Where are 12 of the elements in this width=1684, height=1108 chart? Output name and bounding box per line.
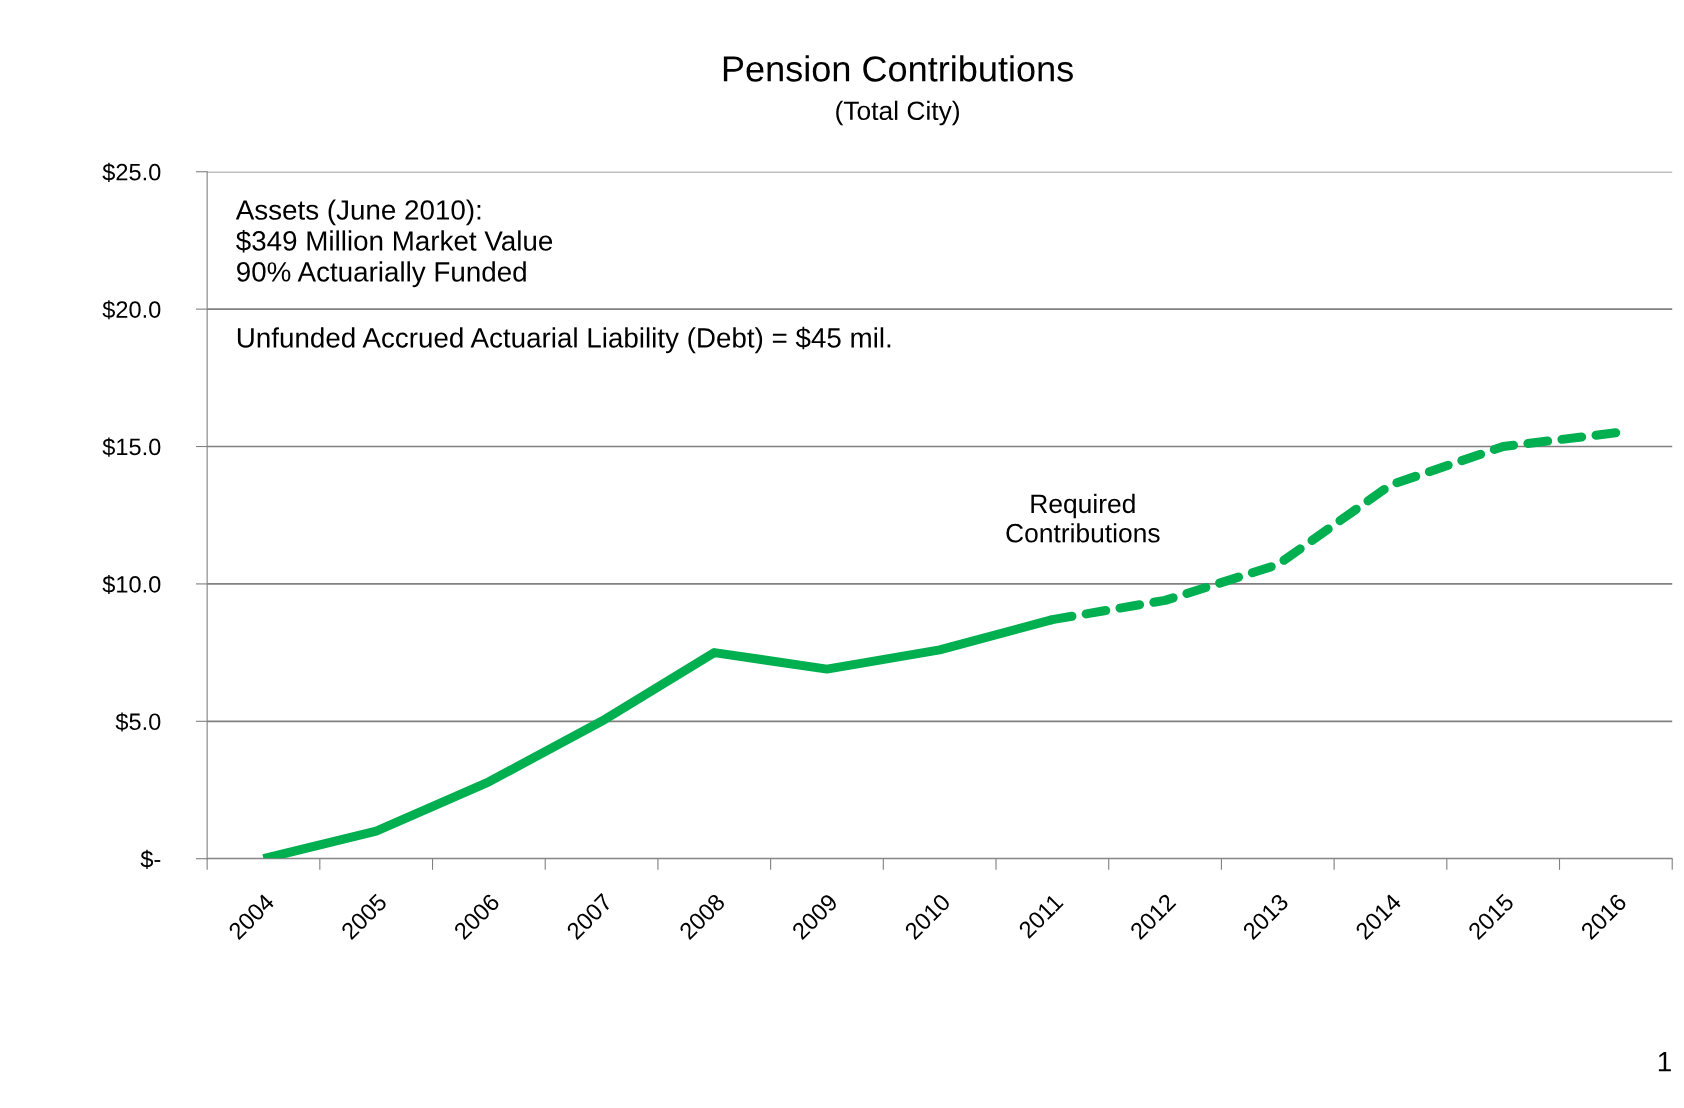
y-tick-label: $15.0 bbox=[102, 437, 161, 457]
y-tick-label: $5.0 bbox=[115, 712, 161, 732]
annotation: Unfunded Accrued Actuarial Liability (Debt) = $45 mil. bbox=[237, 326, 891, 354]
y-tick-label: $- bbox=[140, 849, 161, 869]
y-tick-label: $25.0 bbox=[102, 162, 161, 182]
text: 1 bbox=[1658, 1052, 1671, 1072]
y-tick-label: $20.0 bbox=[102, 300, 161, 320]
chart-title: Pension Contributions bbox=[723, 55, 1073, 82]
chart-subtitle: (Total City) bbox=[836, 100, 959, 126]
annotation: Assets (June 2010): $349 Million Market Value 90% Actuarially Funded bbox=[235, 199, 553, 288]
annotation: Required Contributions bbox=[1006, 493, 1160, 543]
y-tick-label: $10.0 bbox=[102, 574, 161, 595]
